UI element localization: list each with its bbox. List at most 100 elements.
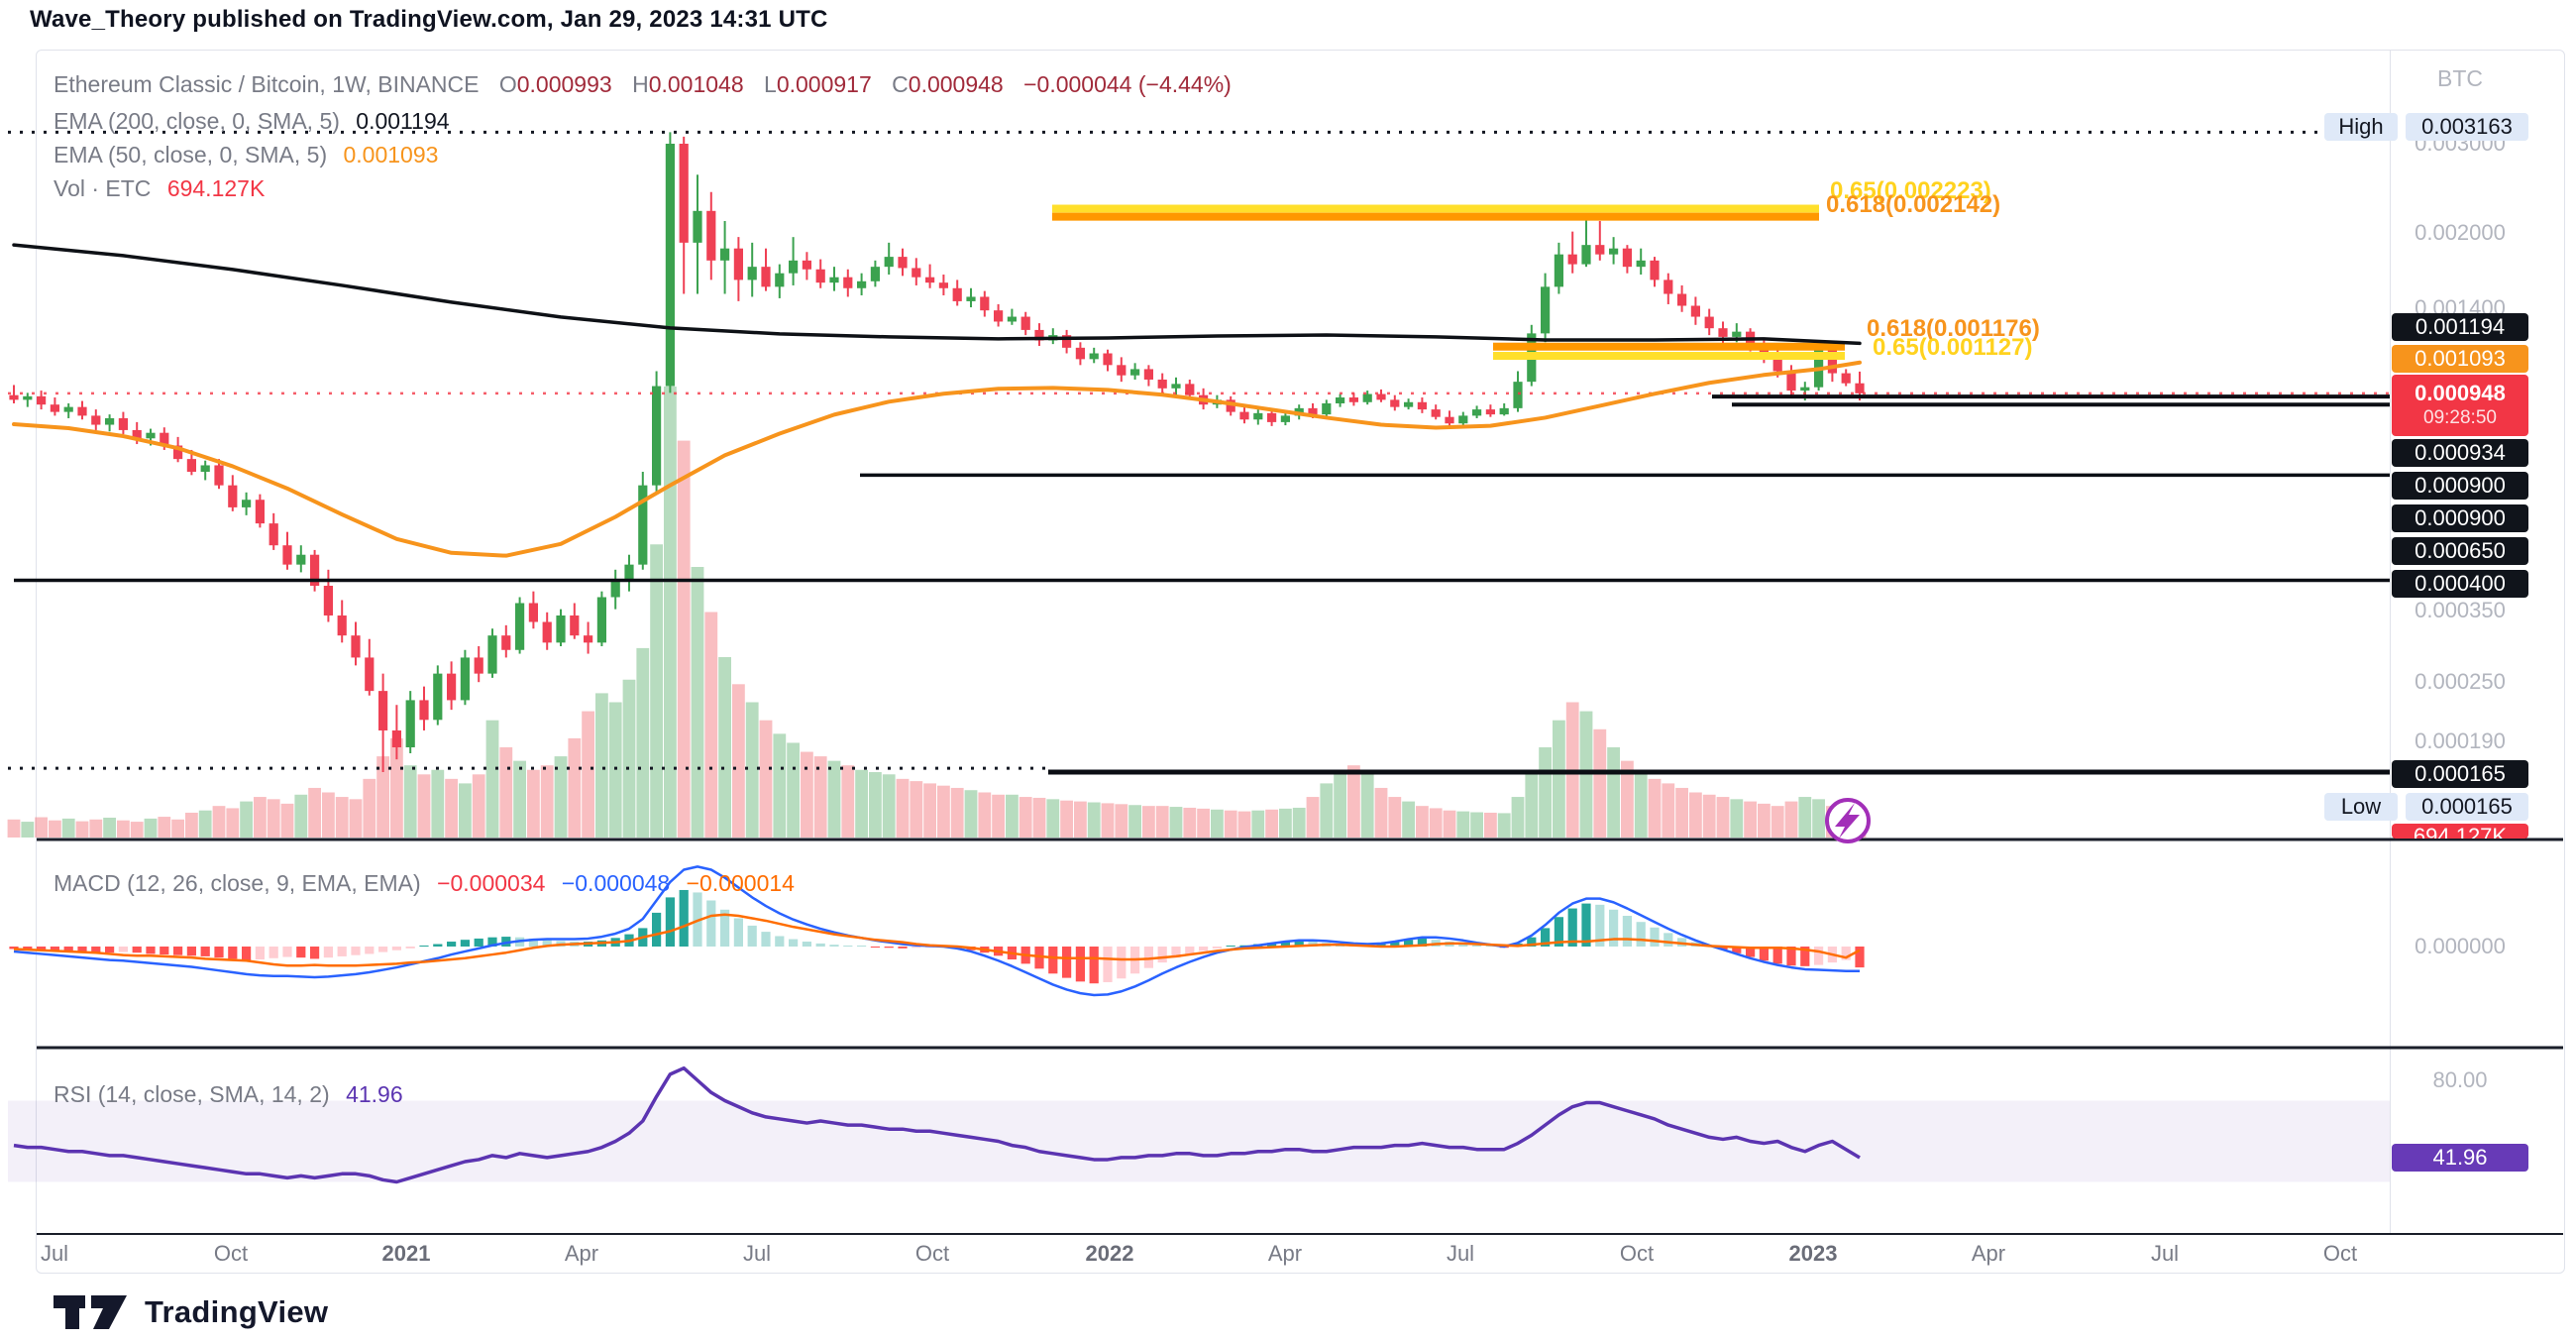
candle-body (365, 657, 375, 692)
macd-histogram-bar (1855, 947, 1865, 968)
volume-bar (1374, 787, 1388, 838)
candle-body (789, 260, 799, 274)
macd-hist-value: −0.000034 (437, 870, 546, 896)
low-chip-label: Low (2324, 793, 2398, 821)
macd-histogram-bar (487, 937, 497, 947)
macd-histogram-bar (23, 947, 33, 951)
macd-histogram-bar (733, 918, 743, 947)
volume-bar (390, 737, 403, 838)
volume-bar (49, 820, 61, 838)
volume-bar (622, 679, 636, 838)
price-axis[interactable]: BTC 0.003000 0.002000 0.001400 0.000350 0.00… (2391, 50, 2569, 1234)
volume-bar (485, 720, 499, 838)
candle-body (515, 603, 525, 650)
candle-body (1417, 401, 1427, 410)
candle-body (501, 635, 511, 650)
volume-bar (1402, 801, 1415, 838)
macd-histogram-bar (1417, 938, 1427, 947)
candle-body (487, 635, 497, 674)
candle-body (160, 432, 169, 446)
macd-histogram-bar (1485, 946, 1495, 947)
candle-body (77, 406, 87, 416)
volume-bar (896, 778, 910, 838)
volume-bar (827, 760, 841, 838)
macd-histogram-bar (652, 912, 662, 947)
volume-bar (89, 819, 103, 838)
candle-body (733, 248, 743, 280)
volume-bar (294, 794, 308, 838)
candle-body (665, 144, 675, 387)
macd-histogram-bar (1062, 947, 1072, 978)
volume-bar (1237, 811, 1251, 838)
candle-body (994, 310, 1004, 322)
volume-bar (855, 769, 868, 838)
boost-lightning-button[interactable] (1825, 798, 1871, 843)
macd-histogram-bar (1759, 947, 1769, 961)
candle-body (242, 500, 252, 507)
volume-bar (1142, 806, 1155, 838)
volume-bar (171, 819, 184, 838)
volume-bar (527, 769, 540, 838)
volume-bar (1758, 803, 1771, 838)
time-axis-label: Jul (40, 1241, 69, 1266)
macd-histogram-bar (405, 947, 415, 949)
macd-histogram-bar (829, 945, 839, 947)
macd-histogram-bar (268, 947, 278, 958)
candle-body (857, 280, 867, 288)
candle-body (761, 267, 771, 287)
time-axis-label: Jul (2150, 1241, 2180, 1266)
ema200-legend-row: EMA (200, close, 0, SMA, 5) 0.001194 (54, 108, 450, 134)
time-axis-label: Jul (742, 1241, 772, 1266)
price-axis-badge: 0.001194 (2392, 313, 2528, 341)
candle-body (596, 597, 606, 643)
macd-histogram-bar (474, 938, 483, 947)
volume-bar (21, 822, 35, 838)
candle-body (679, 144, 689, 243)
candle-body (1554, 254, 1563, 287)
macd-histogram-bar (132, 947, 142, 953)
macd-histogram-bar (105, 947, 115, 953)
time-axis-label: Oct (2322, 1241, 2358, 1266)
candle-body (1020, 316, 1030, 330)
macd-histogram-bar (1841, 947, 1851, 960)
tradingview-logo-icon (54, 1295, 127, 1329)
volume-legend-row: Vol · ETC 694.127K (54, 175, 266, 201)
macd-histogram-bar (1472, 945, 1482, 947)
candle-body (337, 615, 347, 636)
candle-body (23, 395, 33, 400)
low-chip-value: 0.000165 (2406, 793, 2528, 821)
volume-bar (1334, 769, 1346, 838)
macd-histogram-bar (447, 942, 457, 947)
candle-body (200, 465, 210, 472)
macd-histogram-bar (665, 897, 675, 947)
candle-body (186, 459, 196, 472)
macd-histogram-bar (50, 947, 59, 951)
candle-body (1143, 369, 1153, 380)
rsi-legend-row: RSI (14, close, SMA, 14, 2) 41.96 (54, 1081, 403, 1107)
brand-footer[interactable]: TradingView (52, 1292, 328, 1332)
candle-body (1253, 412, 1263, 420)
volume-bar (691, 567, 704, 838)
macd-histogram-bar (706, 900, 716, 947)
price-axis-badge: 0.000165 (2392, 760, 2528, 788)
rsi-band (8, 1100, 2390, 1182)
volume-bar (117, 820, 130, 838)
candle-body (1690, 305, 1700, 317)
time-axis[interactable]: Jul Oct 2021 Apr Jul Oct 2022 Apr Jul Oct 2023 Apr J… (0, 1235, 2390, 1273)
candle-body (1581, 245, 1591, 265)
volume-bar (1087, 802, 1101, 838)
macd-histogram-bar (761, 932, 771, 947)
volume-bar (1183, 807, 1197, 838)
candle-body (1677, 293, 1687, 306)
candle-body (1704, 316, 1714, 329)
volume-bar (608, 702, 622, 838)
macd-histogram-bar (1157, 947, 1167, 963)
volume-bar (267, 799, 280, 838)
macd-histogram-bar (1212, 947, 1222, 949)
fib-zone-bar (1493, 342, 1845, 351)
candle-body (1157, 379, 1167, 389)
volume-bar (75, 821, 89, 838)
candle-body (775, 273, 785, 287)
rsi-axis-tick: 80.00 (2432, 1067, 2488, 1092)
